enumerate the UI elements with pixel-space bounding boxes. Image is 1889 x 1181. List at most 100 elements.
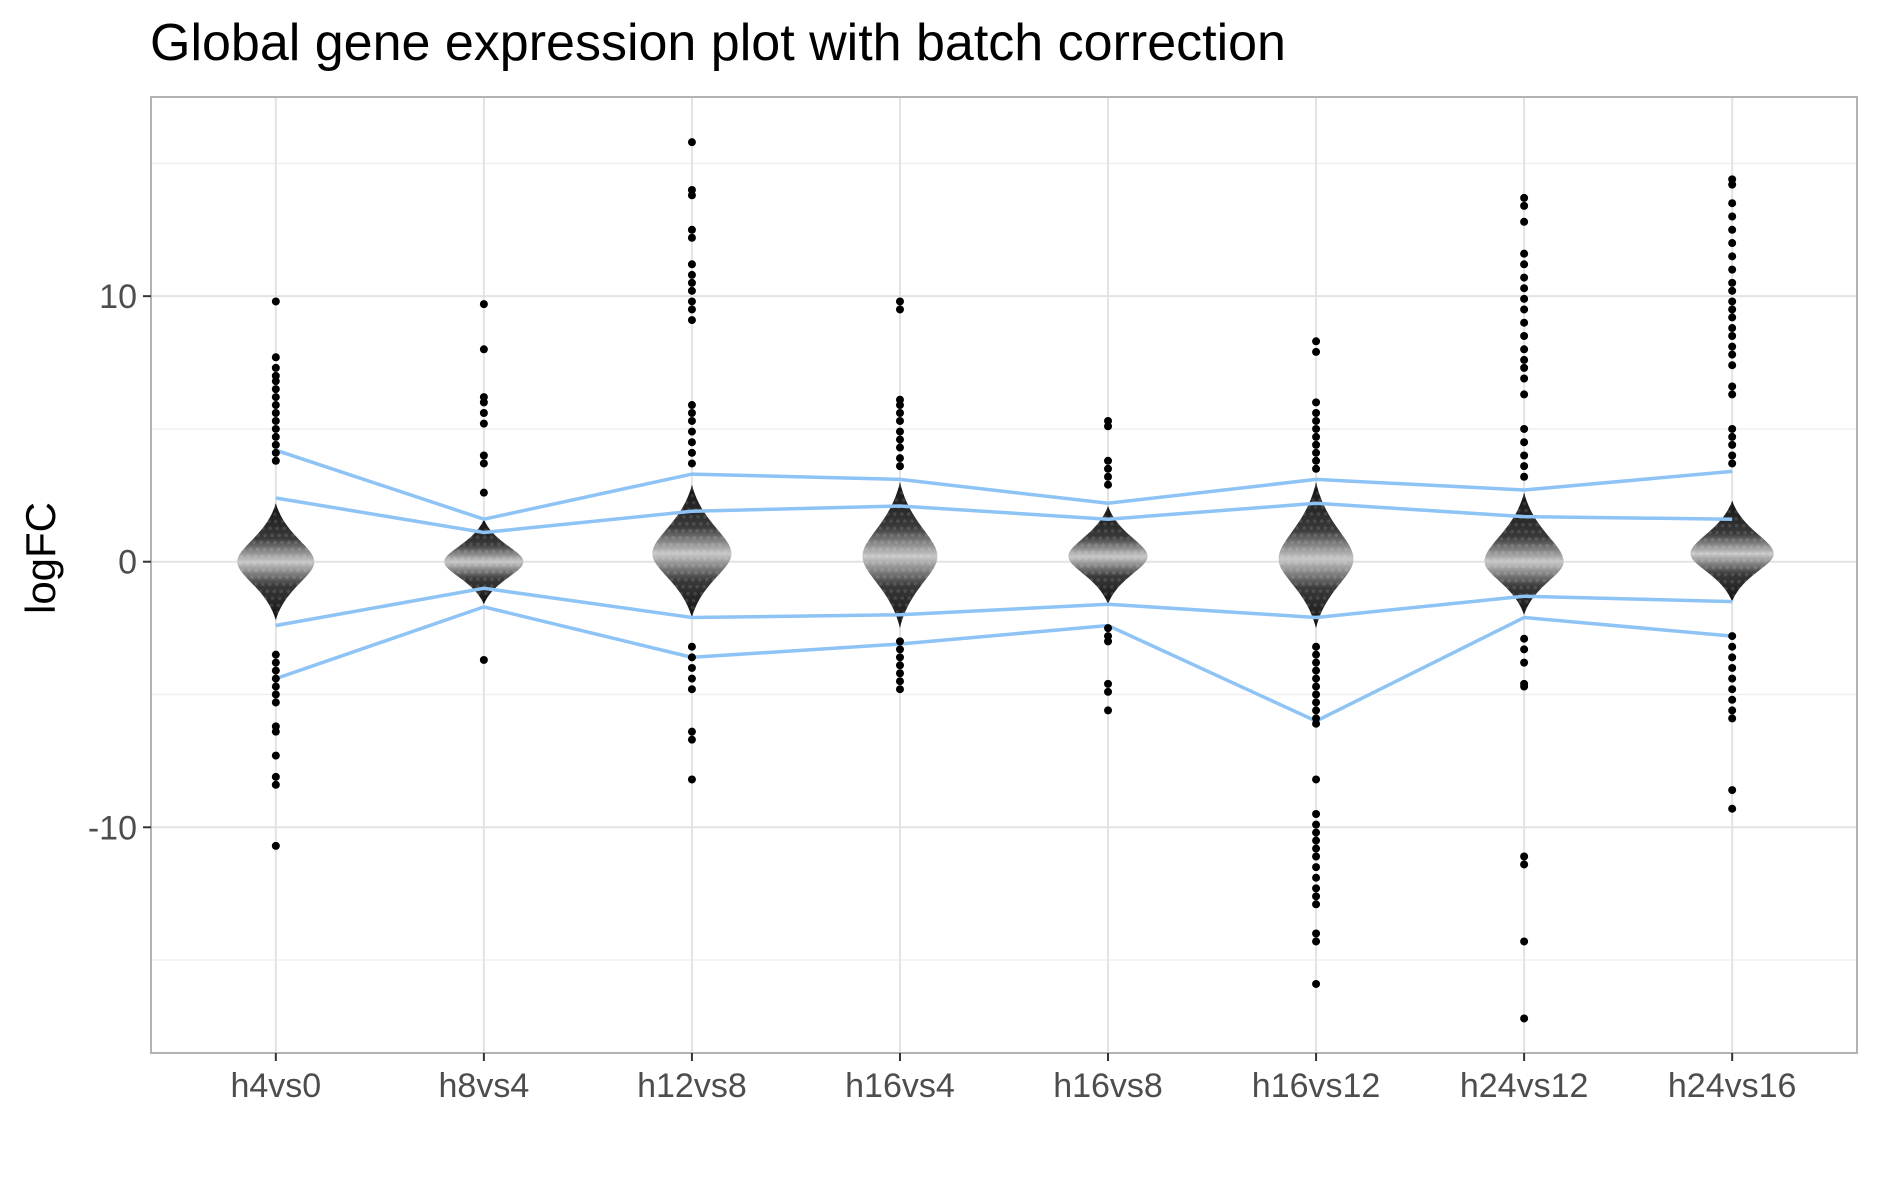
swarm-texture-dot — [1326, 575, 1330, 579]
swarm-texture-dot — [1746, 565, 1751, 570]
swarm-texture-dot — [1290, 589, 1295, 593]
swarm-texture-dot — [875, 519, 879, 523]
swarm-texture-dot — [1536, 550, 1540, 555]
swarm-texture-dot — [1517, 571, 1522, 576]
swarm-texture-dot — [690, 577, 695, 582]
data-point — [479, 300, 488, 309]
swarm-texture-dot — [892, 561, 897, 565]
swarm-texture-dot — [461, 535, 466, 540]
swarm-texture-dot — [1089, 578, 1094, 582]
swarm-texture-dot — [1743, 530, 1747, 535]
data-point — [1520, 193, 1529, 202]
swarm-texture-dot — [1716, 579, 1720, 584]
swarm-texture-dot — [884, 554, 889, 558]
data-point — [1312, 719, 1321, 728]
swarm-texture-dot — [1308, 596, 1313, 600]
swarm-texture-dot — [1749, 544, 1754, 549]
swarm-texture-dot — [1756, 544, 1761, 549]
swarm-texture-dot — [898, 484, 902, 488]
swarm-texture-dot — [1728, 558, 1733, 563]
swarm-texture-dot — [1308, 554, 1312, 558]
swarm-texture-dot — [1340, 575, 1344, 579]
swarm-texture-dot — [277, 596, 282, 601]
swarm-texture-dot — [877, 554, 882, 558]
data-point — [1520, 658, 1529, 667]
data-point — [1312, 682, 1321, 691]
swarm-texture-dot — [1517, 543, 1522, 548]
swarm-texture-dot — [456, 549, 461, 554]
swarm-texture-dot — [1493, 564, 1498, 569]
swarm-texture-dot — [894, 540, 899, 544]
swarm-texture-dot — [1545, 529, 1549, 534]
swarm-texture-dot — [1711, 565, 1716, 570]
swarm-texture-dot — [477, 591, 481, 596]
data-point — [1312, 892, 1321, 901]
panel-background — [151, 97, 1857, 1053]
swarm-cluster-h4vs0 — [237, 503, 315, 621]
swarm-texture-dot — [696, 514, 700, 519]
swarm-texture-dot — [1507, 578, 1511, 583]
swarm-texture-dot — [255, 547, 260, 552]
data-point — [1104, 706, 1113, 715]
swarm-texture-dot — [1288, 547, 1292, 551]
swarm-texture-dot — [1318, 540, 1322, 544]
swarm-texture-dot — [1128, 564, 1133, 568]
swarm-texture-dot — [512, 549, 517, 554]
swarm-texture-dot — [688, 549, 693, 554]
swarm-texture-dot — [1097, 571, 1102, 575]
swarm-texture-dot — [1521, 494, 1526, 499]
swarm-texture-dot — [1285, 533, 1290, 537]
swarm-texture-dot — [481, 556, 485, 561]
data-point — [1312, 836, 1321, 845]
swarm-texture-dot — [1489, 543, 1494, 548]
swarm-texture-dot — [470, 570, 475, 575]
swarm-texture-dot — [1112, 557, 1116, 561]
swarm-texture-dot — [1076, 571, 1081, 575]
swarm-texture-dot — [1115, 543, 1119, 547]
data-point — [1728, 432, 1737, 441]
panel-border — [150, 96, 1858, 1054]
swarm-texture-dot — [253, 582, 258, 587]
data-point — [1728, 212, 1737, 221]
swarm-texture-dot — [1723, 586, 1728, 591]
swarm-texture-dot — [1696, 537, 1701, 542]
data-point — [1312, 810, 1321, 818]
swarm-texture-dot — [1534, 536, 1539, 541]
swarm-texture-dot — [1101, 543, 1105, 547]
swarm-texture-dot — [1094, 543, 1098, 547]
swarm-texture-dot — [1737, 572, 1742, 577]
swarm-texture-dot — [901, 498, 906, 502]
data-point — [1104, 624, 1113, 633]
swarm-texture-dot — [1510, 599, 1515, 604]
swarm-texture-dot — [1304, 610, 1308, 614]
swarm-texture-dot — [680, 570, 684, 575]
swarm-texture-dot — [1733, 551, 1738, 556]
swarm-cluster-h24vs12 — [1484, 492, 1564, 615]
swarm-texture-dot — [287, 561, 292, 566]
swarm-texture-dot — [1124, 578, 1129, 582]
data-point — [1728, 286, 1737, 295]
swarm-texture-dot — [1556, 564, 1561, 569]
swarm-texture-dot — [1091, 557, 1095, 561]
swarm-texture-dot — [701, 570, 705, 575]
data-point — [1728, 451, 1737, 460]
data-point — [687, 775, 696, 784]
swarm-texture-dot — [291, 533, 295, 538]
swarm-texture-dot — [469, 577, 473, 582]
swarm-texture-dot — [1541, 557, 1546, 562]
swarm-texture-dot — [899, 491, 904, 495]
swarm-texture-dot — [295, 554, 299, 559]
swarm-texture-dot — [1320, 505, 1325, 509]
swarm-texture-dot — [1520, 536, 1525, 541]
swarm-texture-dot — [654, 556, 658, 561]
swarm-texture-dot — [705, 563, 709, 568]
swarm-texture-dot — [269, 603, 274, 608]
x-axis: h4vs0 h8vs4 h12vs8 h16vs4 h16vs8 h16vs12 h24vs… — [230, 1053, 1796, 1105]
swarm-texture-dot — [699, 535, 704, 540]
data-point — [1312, 929, 1321, 938]
data-point — [271, 432, 280, 441]
swarm-texture-dot — [899, 512, 904, 516]
swarm-texture-dot — [1744, 579, 1748, 584]
swarm-texture-dot — [304, 547, 309, 552]
data-point — [895, 653, 904, 662]
